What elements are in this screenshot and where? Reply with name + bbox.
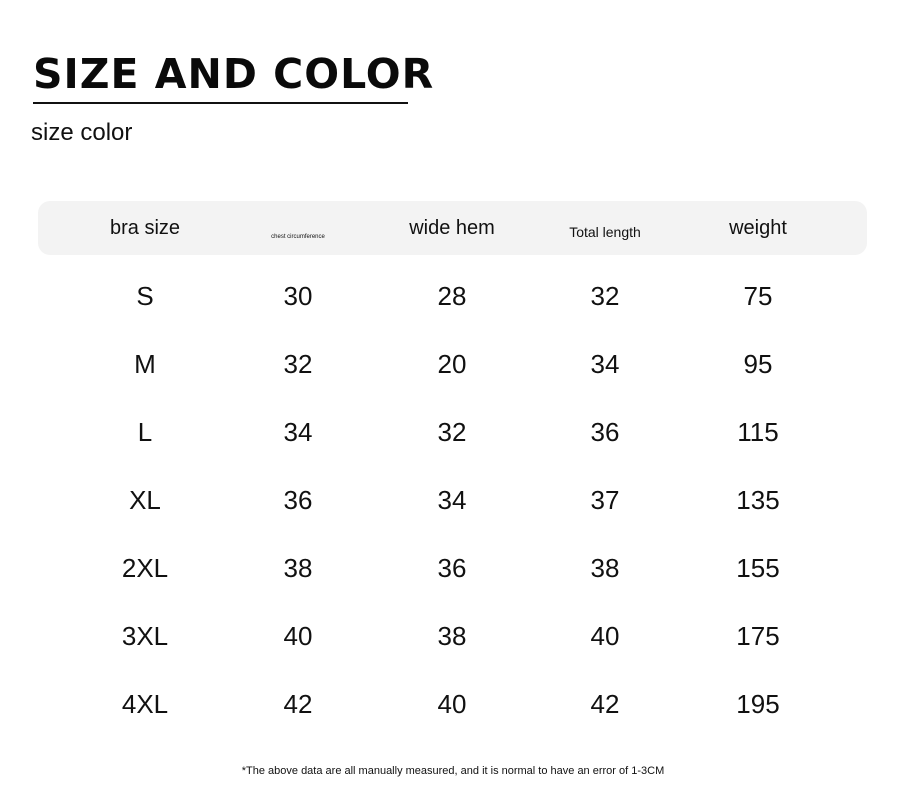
- table-cell: 32: [283, 349, 313, 379]
- column-header: weight: [729, 217, 787, 239]
- table-header-bar: [38, 201, 867, 255]
- subtitle: size color: [31, 119, 133, 146]
- table-cell: 175: [736, 621, 780, 651]
- table-cell: S: [136, 281, 154, 311]
- column-header: Total length: [569, 224, 641, 240]
- title-underline: [33, 102, 408, 104]
- column-header: bra size: [109, 217, 181, 239]
- table-cell: 2XL: [121, 553, 169, 583]
- table-cell: 30: [283, 281, 313, 311]
- table-cell: 3XL: [121, 621, 169, 651]
- table-cell: XL: [129, 485, 161, 515]
- table-cell: 36: [590, 417, 620, 447]
- table-cell: M: [134, 349, 156, 379]
- table-cell: 40: [437, 689, 467, 719]
- table-cell: 4XL: [121, 689, 169, 719]
- page-title: SIZE AND COLOR: [33, 50, 435, 98]
- table-cell: 40: [590, 621, 620, 651]
- table-cell: 32: [437, 417, 467, 447]
- table-cell: 32: [590, 281, 620, 311]
- table-cell: 135: [736, 485, 780, 515]
- column-header: chest circumference: [271, 234, 325, 240]
- table-cell: 155: [736, 553, 780, 583]
- table-cell: L: [137, 417, 153, 447]
- column-header: wide hem: [409, 217, 495, 239]
- table-cell: 37: [590, 485, 620, 515]
- table-cell: 38: [437, 621, 467, 651]
- table-cell: 195: [736, 689, 780, 719]
- table-cell: 95: [743, 349, 773, 379]
- table-cell: 40: [283, 621, 313, 651]
- table-cell: 34: [283, 417, 313, 447]
- table-cell: 115: [737, 417, 779, 447]
- table-cell: 75: [743, 281, 773, 311]
- footnote: *The above data are all manually measure…: [241, 765, 665, 777]
- table-cell: 36: [283, 485, 313, 515]
- table-cell: 28: [437, 281, 467, 311]
- table-cell: 42: [283, 689, 313, 719]
- table-cell: 38: [590, 553, 620, 583]
- table-cell: 34: [590, 349, 620, 379]
- table-cell: 36: [437, 553, 467, 583]
- table-cell: 20: [437, 349, 467, 379]
- table-cell: 34: [437, 485, 467, 515]
- table-cell: 38: [283, 553, 313, 583]
- table-cell: 42: [590, 689, 620, 719]
